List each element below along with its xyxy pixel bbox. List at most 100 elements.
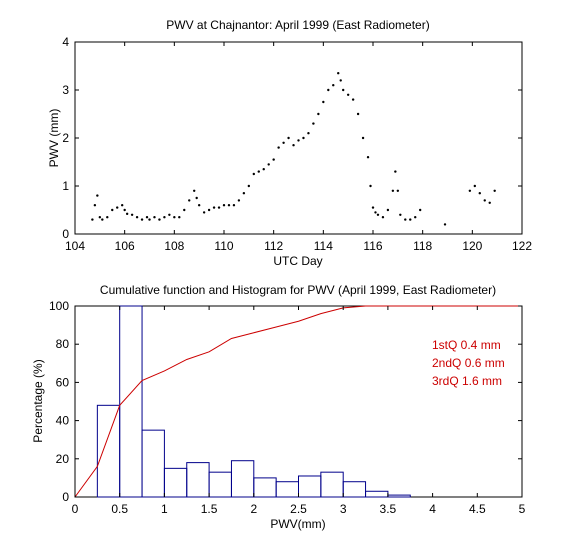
histogram-bar — [119, 305, 143, 498]
data-point — [96, 194, 99, 197]
data-point — [346, 93, 350, 97]
x-tick-label: 118 — [413, 239, 432, 253]
data-point — [222, 204, 226, 207]
data-point — [106, 216, 109, 219]
data-point — [98, 216, 102, 219]
annotation-q3: 3rdQ 1.6 mm — [432, 374, 502, 388]
data-point — [342, 88, 345, 92]
y-tick-label: 2 — [62, 131, 69, 145]
data-point — [252, 172, 255, 176]
data-point — [391, 189, 395, 192]
data-point — [332, 84, 335, 87]
x-tick-label: 2 — [250, 502, 257, 516]
data-point — [374, 211, 377, 214]
histogram-bar — [320, 471, 344, 498]
x-tick-label: 0 — [72, 502, 79, 516]
annotation-q1: 1stQ 0.4 mm — [432, 338, 501, 352]
x-tick-label: 4 — [429, 502, 436, 516]
histogram-bar — [275, 481, 299, 498]
chart-title: Cumulative function and Histogram for PW… — [100, 283, 496, 297]
data-point — [227, 204, 231, 207]
data-point — [202, 211, 206, 214]
data-point — [386, 208, 390, 212]
data-point — [140, 218, 144, 221]
x-tick-label: 1.5 — [201, 502, 218, 516]
data-point — [197, 204, 201, 207]
data-point — [111, 208, 114, 212]
data-point — [443, 223, 447, 226]
data-point — [394, 170, 397, 173]
chart-title: PWV at Chajnantor: April 1999 (East Radi… — [166, 18, 429, 32]
data-point — [217, 206, 221, 209]
data-point — [473, 184, 477, 188]
data-point — [409, 218, 412, 221]
data-point — [322, 100, 325, 104]
histogram-bar — [163, 467, 188, 498]
data-point — [414, 216, 417, 219]
data-point — [376, 213, 380, 216]
histogram-bar — [365, 490, 389, 498]
data-point — [282, 141, 285, 144]
y-tick-label: 4 — [62, 35, 69, 49]
data-point — [237, 199, 241, 202]
histogram-bar — [141, 429, 165, 498]
data-point — [361, 136, 365, 140]
y-tick-label: 100 — [49, 299, 69, 313]
x-tick-label: 106 — [115, 239, 135, 253]
x-tick-label: 4.5 — [469, 502, 486, 516]
pwv-histogram-chart: Cumulative function and Histogram for PW… — [31, 283, 526, 531]
x-tick-label: 104 — [65, 239, 85, 253]
y-tick-label: 0 — [62, 227, 69, 241]
data-point — [193, 189, 196, 192]
data-point — [145, 216, 149, 219]
data-point — [188, 199, 191, 202]
data-point — [287, 136, 290, 140]
data-point — [207, 208, 211, 212]
data-point — [242, 192, 246, 195]
plot-frame — [74, 41, 523, 235]
y-tick-label: 3 — [62, 83, 69, 97]
histogram-bar — [298, 475, 322, 498]
annotation-q2: 2ndQ 0.6 mm — [432, 356, 505, 370]
data-point — [478, 192, 481, 195]
axis-ticks: 0 0.5 1 1.5 2 2.5 3 3.5 4 4.5 5 0 20 40 60 80 100 — [49, 299, 526, 516]
x-axis-label: PWV(mm) — [270, 517, 325, 531]
y-tick-label: 60 — [56, 375, 70, 389]
data-point — [116, 206, 119, 209]
data-point — [212, 206, 216, 209]
histogram-bar — [208, 471, 232, 498]
y-axis-label: Percentage (%) — [31, 359, 45, 442]
histogram-bar — [186, 462, 210, 498]
data-point — [369, 184, 372, 188]
x-tick-label: 3 — [340, 502, 347, 516]
histogram-bar — [96, 404, 121, 498]
data-point — [195, 196, 198, 200]
data-point — [101, 218, 104, 221]
x-tick-label: 1 — [161, 502, 168, 516]
x-tick-label: 120 — [462, 239, 482, 253]
x-tick-label: 110 — [214, 239, 233, 253]
data-point — [163, 216, 166, 219]
data-point — [317, 112, 320, 116]
histogram-bar — [253, 477, 277, 498]
data-point — [418, 208, 422, 212]
data-point — [267, 163, 270, 166]
histogram-bars — [96, 305, 411, 498]
data-point — [91, 218, 94, 221]
data-point — [483, 199, 486, 202]
data-point — [307, 132, 310, 135]
data-point — [381, 216, 385, 219]
data-point — [327, 88, 330, 92]
x-tick-label: 5 — [519, 502, 526, 516]
data-point — [173, 216, 176, 219]
cumulative-series-line — [74, 305, 522, 498]
pwv-timeseries-chart: PWV at Chajnantor: April 1999 (East Radi… — [47, 18, 532, 268]
axis-ticks: 104 106 108 110 112 114 116 118 120 122 0 1 2 3 4 — [62, 35, 532, 253]
data-point — [297, 139, 300, 142]
x-tick-label: 108 — [164, 239, 184, 253]
data-point — [493, 189, 496, 192]
x-tick-label: 0.5 — [111, 502, 128, 516]
data-point — [93, 204, 97, 207]
histogram-bar — [342, 481, 367, 498]
